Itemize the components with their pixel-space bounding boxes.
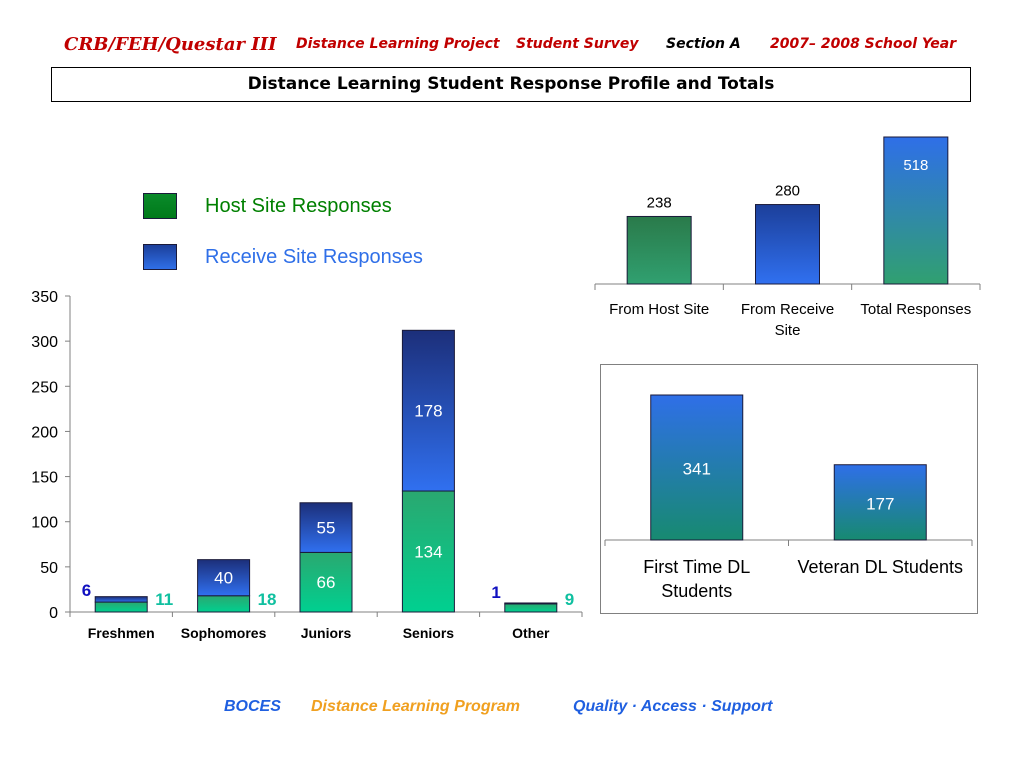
bar-host-freshmen [94,601,148,613]
y-tick-label: 50 [40,560,58,577]
class-breakdown-chart: 0 50 100 150 200 250 300 350 Freshmen 6 11 Sophomor… [31,289,583,641]
y-tick-label: 200 [31,424,58,441]
legend-host-swatch [143,193,177,219]
data-label-host: 11 [155,590,173,609]
bar-0 [650,394,744,541]
footer-boces: BOCES [224,698,281,715]
legend-receive-swatch [143,244,177,270]
bar-2 [883,136,949,285]
x-tick-label: Other [512,625,550,641]
x-tick-label: First Time DL Students [643,557,750,601]
data-label-receive: 178 [414,402,442,421]
x-tick-label: Seniors [403,625,455,641]
bar-0 [626,215,692,285]
data-label-receive: 55 [317,519,336,538]
data-label-receive: 1 [491,583,500,602]
header-title: CRB/FEH/Questar III [64,34,277,55]
bar-1 [755,204,820,285]
x-tick-label: Juniors [301,625,352,641]
data-label: 177 [866,494,894,513]
x-tick-label: Freshmen [88,625,155,641]
data-label-host: 18 [258,590,277,609]
bar-receive-freshmen [94,596,148,603]
header-year: 2007– 2008 School Year [770,36,957,52]
bar-receive-seniors [401,329,455,492]
data-label-receive: 6 [82,581,91,600]
data-label-host: 66 [317,573,336,592]
bar-receive-other [504,602,558,605]
data-label-host: 134 [414,543,442,562]
header-project: Distance Learning Project [296,36,500,52]
x-tick-label: Veteran DL Students [798,557,963,577]
header-survey: Student Survey [516,36,639,52]
header-section: Section A [666,36,741,52]
y-tick-label: 300 [31,334,58,351]
bar-receive-sophomores [197,559,251,597]
data-label: 341 [683,460,711,479]
bar-1 [833,464,927,541]
x-tick-label: From Receive Site [741,301,834,339]
totals-chart: 238 From Host Site 280 From Receive Site 518 T… [594,136,981,339]
x-tick-label: From Host Site [609,301,709,318]
legend-receive-label: Receive Site Responses [205,246,423,268]
data-label: 238 [647,194,672,211]
y-tick-label: 150 [31,470,58,487]
y-tick-label: 250 [31,379,58,396]
experience-chart: 341 First Time DL Students 177 Veteran DL St… [600,364,978,614]
y-tick-label: 100 [31,515,58,532]
x-tick-label: Total Responses [860,301,971,318]
data-label: 280 [775,183,800,200]
bar-host-juniors [299,551,353,613]
header: CRB/FEH/Questar III Distance Learning Pr… [0,34,1024,62]
data-label: 518 [903,157,928,174]
data-label-receive: 40 [214,569,233,588]
y-tick-label: 350 [31,289,58,306]
bar-receive-juniors [299,502,353,553]
y-tick-label: 0 [49,605,58,622]
footer-program: Distance Learning Program [311,698,520,715]
footer-motto: Quality · Access · Support [573,698,773,715]
footer: BOCES Distance Learning Program Quality … [0,698,1024,720]
x-tick-label: Sophomores [181,625,267,641]
chart-page-title: Distance Learning Student Response Profi… [51,67,971,102]
data-label-host: 9 [565,590,574,609]
legend-host-label: Host Site Responses [205,195,392,217]
chart-border [600,364,978,614]
bar-host-other [504,603,558,613]
bar-host-sophomores [197,595,251,613]
